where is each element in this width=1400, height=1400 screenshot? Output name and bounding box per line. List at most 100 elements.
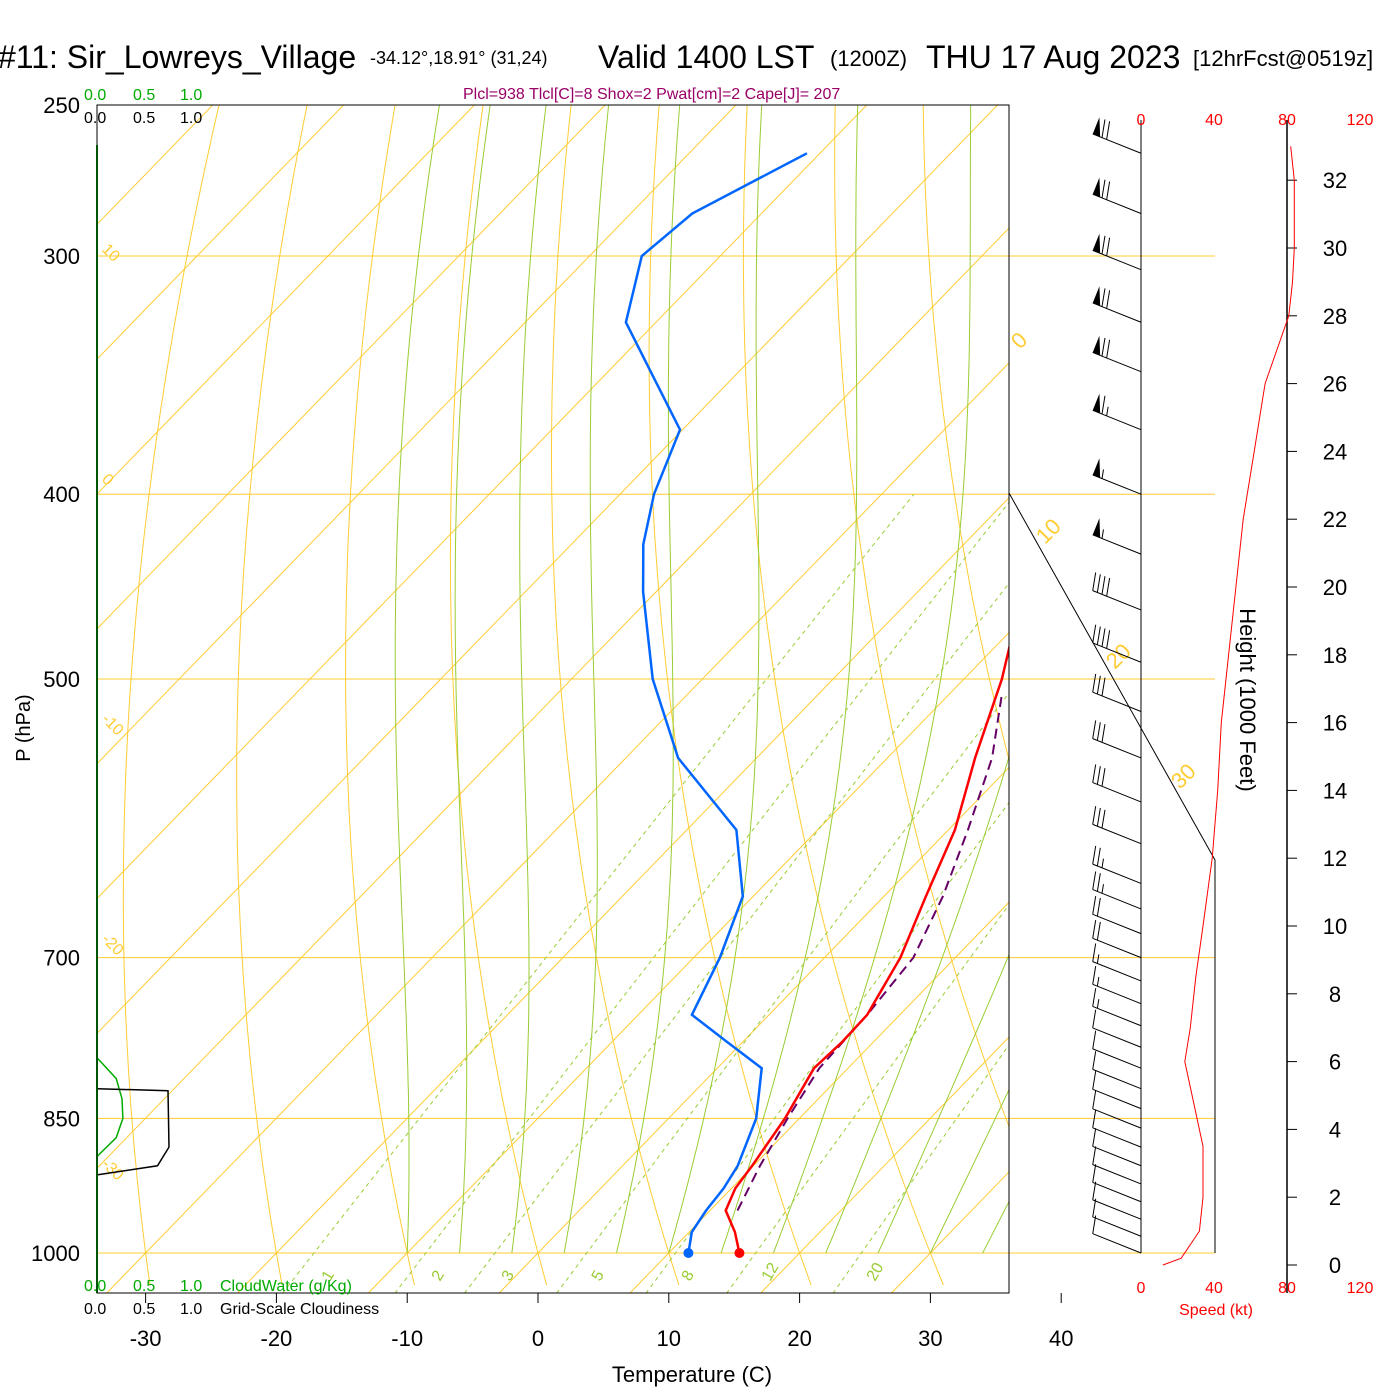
wind-barb-flag: [1092, 1198, 1097, 1218]
wind-barb-staff: [1092, 1108, 1142, 1129]
wind-barb: [1092, 871, 1142, 910]
dry-adiabat: [834, 105, 1009, 1128]
mixing-ratio-line: [645, 801, 1009, 1293]
wind-barb-staff: [1092, 133, 1142, 154]
wind-barb-flag: [1092, 1090, 1097, 1109]
wind-barb-halfflag: [1096, 999, 1100, 1009]
wind-barb-staff: [1092, 409, 1142, 431]
cloud-water-tick-1-bottom: 0.5: [133, 1278, 155, 1295]
mixing-ratio-line: [556, 692, 1009, 1293]
isotherm-label-right: 10: [1031, 514, 1066, 549]
wind-barb-staff: [1092, 1199, 1142, 1220]
cloudiness-tick-2-bottom: 1.0: [180, 1301, 202, 1318]
dry-adiabat: [449, 105, 548, 1286]
wind-barb-flag: [1101, 235, 1106, 255]
wind-barb: [1092, 458, 1142, 495]
height-tick-label: 4: [1329, 1117, 1341, 1142]
height-axis-title: Height (1000 Feet): [1235, 608, 1260, 791]
wind-barb-staff: [1092, 961, 1142, 982]
height-tick-label: 28: [1323, 304, 1347, 329]
pressure-tick-label: 700: [43, 946, 80, 971]
temperature-profile: [724, 643, 1009, 1254]
wind-barb: [1092, 1164, 1142, 1203]
wind-barb: [1092, 1071, 1142, 1110]
wind-barb: [1092, 1030, 1142, 1069]
wind-barb: [1092, 1009, 1142, 1048]
wind-barb-staff: [1092, 913, 1142, 935]
wind-barb-flag: [1092, 920, 1097, 939]
surface-dewpoint-point: [683, 1248, 694, 1258]
cloudiness-tick-0-bottom: 0.0: [84, 1301, 106, 1318]
cloudiness-tick-1-bottom: 0.5: [133, 1301, 155, 1318]
speed-tick-label: 0: [1137, 112, 1146, 129]
pressure-tick-label: 300: [43, 244, 80, 269]
height-tick-label: 12: [1323, 846, 1347, 871]
moist-adiabat: [877, 953, 1009, 1254]
isotherm-label-right: 30: [1166, 759, 1201, 794]
wind-barb: [1092, 177, 1142, 214]
wind-barb-staff: [1092, 823, 1142, 845]
wind-barb-flag: [1092, 806, 1097, 825]
wind-barb-flag: [1092, 1009, 1097, 1029]
isotherm-line: [97, 105, 737, 765]
wind-barb-flag: [1092, 1030, 1097, 1049]
wind-barb-staff: [1092, 863, 1142, 884]
isotherm-line: [1022, 105, 1400, 1293]
wind-barb-flag: [1106, 121, 1111, 140]
temperature-tick-label: -20: [261, 1326, 293, 1351]
wind-barb: [1092, 1198, 1142, 1237]
wind-barb-pennant: [1092, 393, 1101, 414]
cloudiness-label: Grid-Scale Cloudiness: [220, 1301, 379, 1318]
wind-barb-flag: [1092, 1051, 1097, 1070]
isotherm-label-right: 20: [1101, 639, 1136, 674]
mixing-ratio-label: 3: [499, 1268, 518, 1284]
wind-barb: [1092, 845, 1142, 884]
wind-barb: [1092, 518, 1142, 555]
wind-barb-staff: [1092, 1088, 1142, 1110]
moist-adiabat: [563, 105, 610, 1254]
moist-adiabat: [394, 105, 440, 1254]
speed-tick-label: 0: [1137, 1280, 1146, 1297]
wind-barb-halfflag: [1101, 469, 1104, 479]
pressure-tick-label: 400: [43, 482, 80, 507]
cloud-water-tick-1: 0.5: [133, 87, 155, 104]
wind-barb: [1092, 393, 1142, 431]
wind-barb-staff: [1092, 983, 1142, 1005]
wind-barb-flag: [1096, 847, 1101, 867]
cloudiness-tick-1: 0.5: [133, 110, 155, 127]
height-tick-label: 8: [1329, 982, 1341, 1007]
wind-barb-flag: [1106, 237, 1111, 257]
speed-tick-label: 120: [1347, 1280, 1374, 1297]
wind-barb: [1092, 1128, 1142, 1167]
isotherm-line: [97, 105, 998, 1035]
height-tick-label: 18: [1323, 643, 1347, 668]
wind-barb-flag: [1101, 677, 1106, 696]
wind-barb-flag: [1096, 574, 1101, 593]
wind-barb-flag: [1101, 288, 1106, 307]
wind-barb-flag: [1092, 1215, 1097, 1234]
speed-tick-label: 120: [1347, 112, 1374, 129]
wind-barb: [1092, 1215, 1142, 1254]
isotherm-line: [97, 105, 475, 495]
plot-frame: [96, 104, 1010, 1294]
wind-barb-staff: [1092, 782, 1142, 803]
isotherm-line: [1153, 105, 1400, 1293]
wind-barb: [1092, 673, 1142, 712]
mixing-ratio-line: [464, 582, 1009, 1293]
height-tick-label: 14: [1323, 778, 1347, 803]
speed-panel-outline: [1008, 492, 1216, 1253]
parcel-path: [736, 695, 1003, 1211]
valid-time: Valid 1400 LST: [598, 39, 814, 75]
wind-barb: [1092, 1090, 1142, 1129]
moist-adiabat: [825, 755, 1009, 1254]
speed-tick-label: 80: [1278, 112, 1296, 129]
height-tick-label: 26: [1323, 372, 1347, 397]
wind-barb-flag: [1106, 577, 1111, 597]
wind-barb-staff: [1092, 1027, 1142, 1048]
wind-barb-flag: [1092, 720, 1097, 739]
wind-barb-flag: [1096, 722, 1101, 741]
wind-barb-flag: [1106, 181, 1111, 200]
height-tick-label: 22: [1323, 507, 1347, 532]
temperature-tick-label: 30: [918, 1326, 942, 1351]
